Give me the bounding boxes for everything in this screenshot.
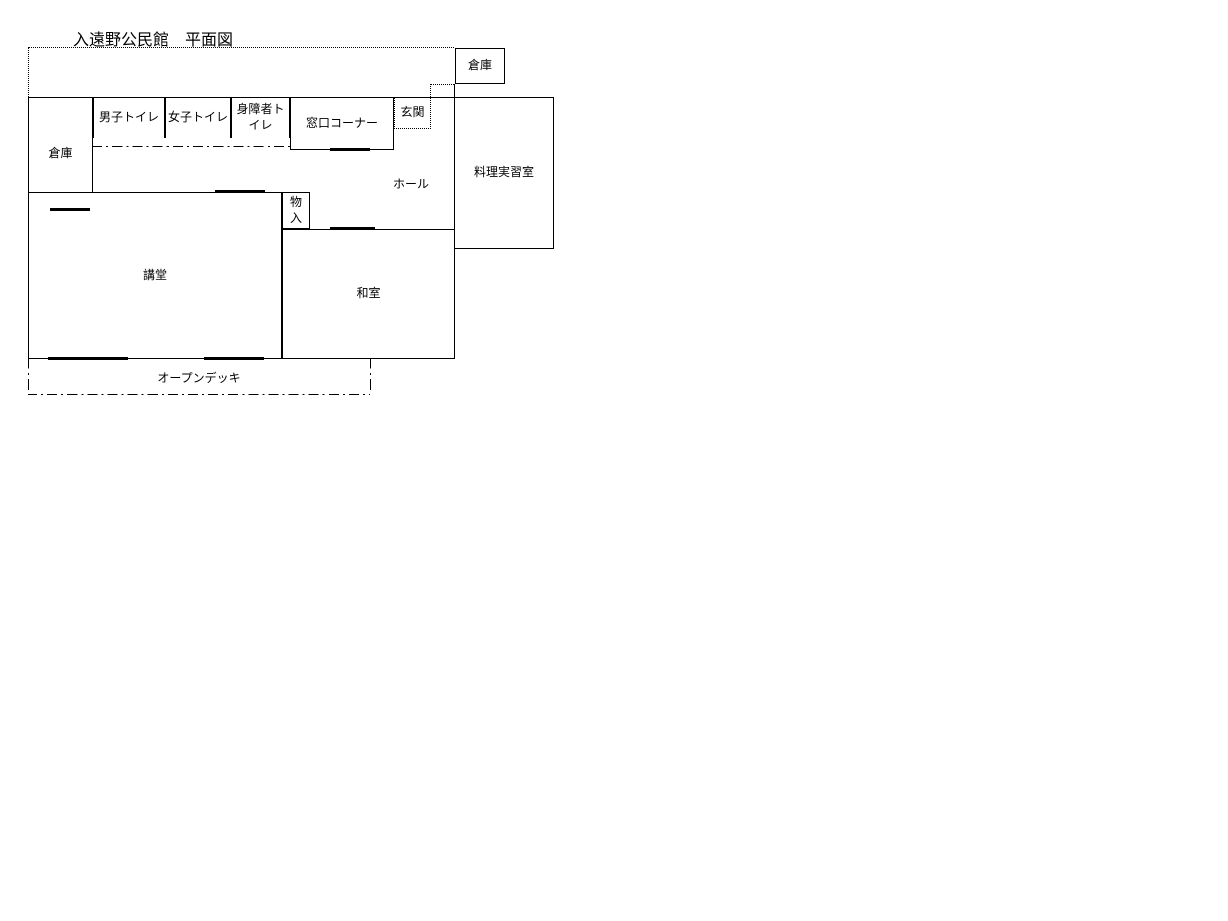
dotted-top-edge (28, 47, 454, 48)
label-hall: ホール (393, 175, 429, 192)
label-accessible-toilet: 身障者ト イレ (236, 102, 284, 133)
hall-top-wall (430, 97, 454, 98)
corridor-dashdot (93, 146, 290, 147)
dotted-left-edge (28, 47, 29, 97)
room-open-deck: オープンデッキ (28, 359, 370, 394)
dotted-genkan-top-h (430, 84, 454, 85)
room-womens-toilet: 女子トイレ (165, 97, 231, 138)
room-washitsu: 和室 (282, 229, 455, 359)
door-4 (330, 227, 375, 230)
room-souko-top: 倉庫 (455, 48, 505, 84)
label-ryouri: 料理実習室 (474, 165, 534, 181)
label-souko-top: 倉庫 (468, 58, 492, 74)
label-genkan: 玄関 (400, 105, 424, 121)
label-souko-left: 倉庫 (48, 146, 72, 162)
room-madoguchi: 窓口コーナー (290, 97, 394, 150)
label-washitsu: 和室 (356, 286, 380, 302)
label-mens-toilet: 男子トイレ (99, 110, 159, 126)
hall-right-wall (454, 84, 455, 249)
label-womens-toilet: 女子トイレ (168, 110, 228, 126)
label-open-deck: オープンデッキ (28, 369, 370, 386)
dotted-genkan-top (430, 84, 431, 97)
door-1 (50, 208, 90, 211)
label-koudou: 講堂 (143, 268, 167, 284)
room-accessible-toilet: 身障者ト イレ (231, 97, 290, 138)
label-madoguchi: 窓口コーナー (306, 116, 378, 132)
room-monoire: 物 入 (282, 192, 310, 229)
door-3 (330, 148, 370, 151)
room-genkan: 玄関 (394, 97, 431, 129)
door-2 (215, 190, 265, 193)
room-ryouri: 料理実習室 (454, 97, 554, 249)
floorplan-canvas: 入遠野公民館 平面図 倉庫 倉庫 男子トイレ 女子トイレ 身障者ト イレ 窓口コ… (0, 0, 1228, 921)
room-koudou: 講堂 (28, 192, 282, 359)
label-monoire: 物 入 (290, 195, 302, 226)
door-6 (204, 357, 264, 360)
door-5 (48, 357, 128, 360)
room-mens-toilet: 男子トイレ (93, 97, 165, 138)
